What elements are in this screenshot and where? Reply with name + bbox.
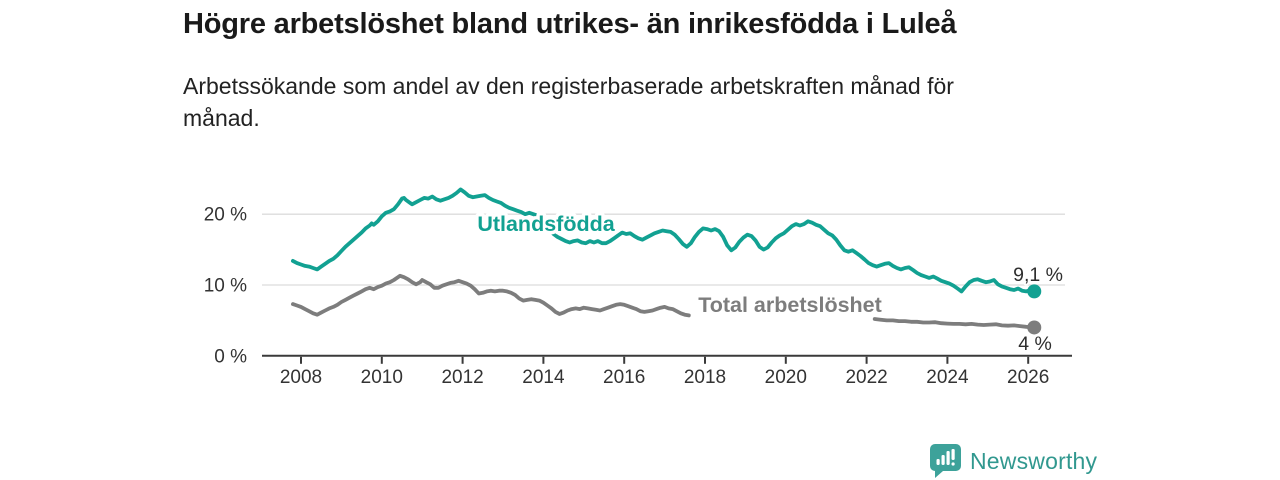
series-end-value-label: 9,1 % xyxy=(1013,264,1063,286)
series-line xyxy=(290,187,1037,294)
series-end-dot xyxy=(1027,284,1042,299)
chart-subtitle-line2: månad. xyxy=(183,105,260,131)
series-inline-label: Utlandsfödda xyxy=(477,212,615,236)
y-axis-tick-label: 0 % xyxy=(214,346,247,367)
y-axis-tick-label: 10 % xyxy=(204,276,247,297)
x-axis-tick-label: 2008 xyxy=(280,367,322,388)
x-axis-tick-label: 2014 xyxy=(522,367,565,388)
x-axis-tick-label: 2026 xyxy=(1007,367,1049,388)
x-axis-tick-label: 2024 xyxy=(926,367,969,388)
series-end-dot xyxy=(1027,320,1042,335)
chart-subtitle-line1: Arbetssökande som andel av den registerb… xyxy=(183,73,954,99)
x-axis-tick-label: 2012 xyxy=(441,367,483,388)
series-line xyxy=(290,273,691,318)
x-axis-tick-label: 2016 xyxy=(603,367,645,388)
chart-subtitle: Arbetssökande som andel av den registerb… xyxy=(183,70,954,134)
bar-chart-speech-bubble-icon xyxy=(930,444,961,478)
series-inline-label: Total arbetslöshet xyxy=(698,293,882,317)
series-line xyxy=(872,317,1037,330)
y-axis-tick-label: 20 % xyxy=(204,205,247,226)
x-axis-tick-label: 2010 xyxy=(361,367,403,388)
series-end-value-label: 4 % xyxy=(1018,333,1052,355)
newsworthy-brand: Newsworthy xyxy=(930,444,1097,478)
x-axis-tick-label: 2018 xyxy=(684,367,726,388)
newsworthy-wordmark: Newsworthy xyxy=(970,447,1098,474)
page-title: Högre arbetslöshet bland utrikes- än inr… xyxy=(183,8,957,40)
x-axis-tick-label: 2022 xyxy=(845,367,887,388)
x-axis-tick-label: 2020 xyxy=(765,367,807,388)
